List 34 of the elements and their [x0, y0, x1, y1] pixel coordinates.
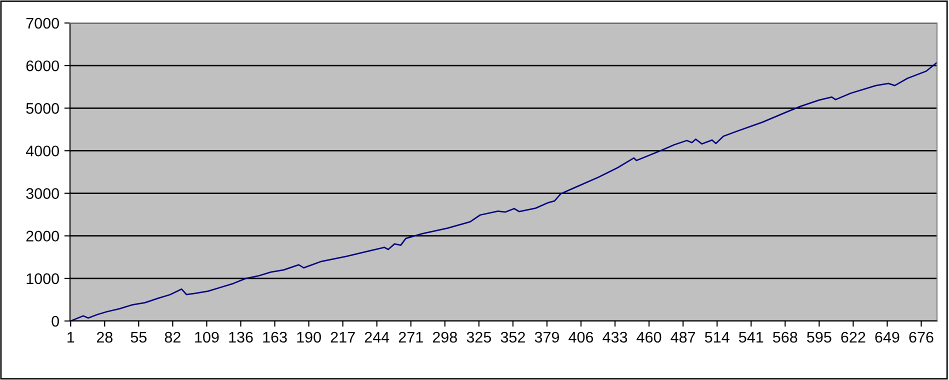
x-tick-label: 325 — [466, 332, 492, 343]
y-tick-label: 3000 — [26, 188, 59, 199]
x-tick-label: 28 — [96, 332, 112, 343]
y-tick-label: 4000 — [26, 146, 59, 156]
x-tick-label: 460 — [636, 332, 662, 343]
y-tick-label: 1000 — [26, 273, 59, 284]
x-tick-label: 676 — [909, 332, 934, 343]
x-tick-label: 136 — [229, 332, 253, 343]
x-tick-label: 163 — [263, 332, 287, 343]
x-tick-label: 568 — [773, 332, 798, 343]
y-tick-label: 5000 — [26, 103, 59, 114]
y-tick-label: 2000 — [26, 230, 59, 242]
x-tick-label: 433 — [602, 332, 628, 343]
x-tick-label: 649 — [875, 332, 900, 343]
x-tick-label: 1 — [68, 332, 74, 342]
x-tick-label: 109 — [195, 332, 219, 343]
y-tick-label: 0 — [52, 316, 59, 327]
x-tick-label: 55 — [130, 332, 147, 343]
x-tick-label: 379 — [534, 332, 559, 343]
x-tick-label: 541 — [738, 332, 764, 343]
x-tick-label: 217 — [330, 332, 355, 342]
x-tick-label: 487 — [670, 332, 696, 343]
x-tick-label: 352 — [500, 332, 525, 343]
x-tick-label: 622 — [841, 332, 866, 343]
y-tick-label: 6000 — [26, 60, 59, 72]
x-tick-label: 298 — [432, 332, 457, 343]
x-tick-label: 595 — [807, 332, 832, 343]
x-tick-label: 271 — [398, 332, 423, 342]
x-tick-label: 190 — [297, 332, 321, 343]
x-tick-label: 244 — [364, 332, 390, 342]
y-tick-label: 7000 — [26, 18, 59, 29]
x-tick-label: 406 — [568, 332, 594, 343]
x-tick-label: 514 — [704, 332, 730, 343]
x-tick-label: 82 — [164, 332, 180, 343]
